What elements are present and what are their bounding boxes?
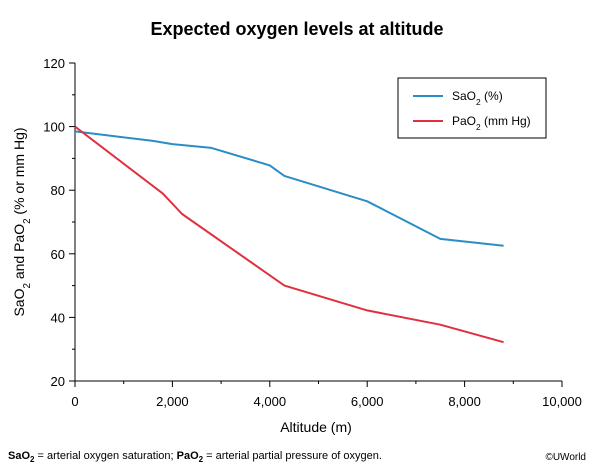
x-tick-label: 6,000	[351, 394, 384, 409]
plot-area: 20 40 60 80 100 120 0 2,000 4,000 6,000 8,000 10,00…	[43, 56, 582, 409]
x-tick-label: 8,000	[448, 394, 481, 409]
x-tick-label: 4,000	[254, 394, 287, 409]
y-tick-label: 20	[51, 374, 65, 389]
footnote-term-sao2: SaO	[8, 450, 31, 462]
legend-label-1: PaO2 (mm Hg)	[452, 114, 531, 132]
x-tick-label: 10,000	[542, 394, 582, 409]
legend-label-0: SaO2 (%)	[452, 89, 503, 107]
footnote-def-pao2: = arterial partial pressure of oxygen.	[203, 450, 382, 462]
footnote: SaO2 = arterial oxygen saturation; PaO2 …	[8, 450, 382, 465]
legend-box	[397, 77, 547, 139]
x-tick-label: 0	[71, 394, 78, 409]
chart-title: Expected oxygen levels at altitude	[150, 19, 443, 39]
x-tick-label: 2,000	[156, 394, 189, 409]
y-tick-label: 100	[43, 120, 65, 135]
footnote-term-pao2: PaO	[176, 450, 199, 462]
y-tick-label: 80	[51, 183, 65, 198]
series-line-0	[74, 130, 504, 247]
y-tick-label: 60	[51, 247, 65, 262]
y-tick-label: 40	[51, 310, 65, 325]
legend: SaO2 (%) PaO2 (mm Hg)	[397, 77, 547, 139]
footnote-def-sao2: = arterial oxygen saturation;	[34, 450, 177, 462]
y-axis-label: SaO2 and PaO2 (% or mm Hg)	[11, 127, 33, 316]
series-line-1	[74, 125, 504, 344]
x-axis-label: Altitude (m)	[280, 419, 352, 435]
y-tick-label: 120	[43, 56, 65, 71]
copyright-notice: ©UWorld	[545, 452, 586, 463]
